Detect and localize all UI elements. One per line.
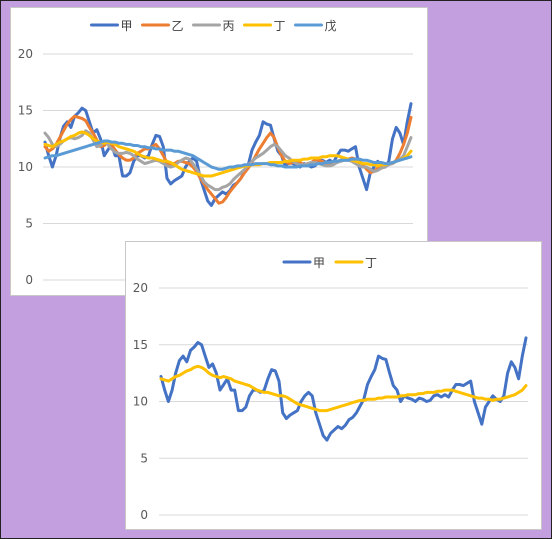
y-tick-label: 15	[133, 338, 148, 352]
chart-jia-ding: 0 5 10 15 20 甲 丁	[133, 256, 528, 522]
series-line-丁	[159, 364, 528, 413]
legend-label-乙: 乙	[172, 19, 184, 33]
series-line-戊	[43, 139, 413, 171]
legend-label-丁: 丁	[365, 256, 377, 270]
chart-panel-jia-ding: 0 5 10 15 20 甲 丁	[125, 241, 542, 530]
legend-label-甲: 甲	[313, 256, 325, 270]
chart-all-series: 05101520甲乙丙丁戊	[18, 19, 413, 287]
series-line-甲	[159, 336, 528, 442]
y-tick-label: 5	[140, 451, 148, 465]
legend-label-丙: 丙	[223, 19, 235, 33]
y-tick-label: 20	[18, 47, 33, 61]
y-tick-label: 10	[133, 395, 148, 409]
legend-label-丁: 丁	[274, 19, 286, 33]
legend-label-甲: 甲	[121, 19, 133, 33]
y-tick-label: 20	[133, 281, 148, 295]
y-tick-label: 0	[140, 508, 148, 522]
legend-label-戊: 戊	[325, 19, 337, 33]
y-tick-label: 15	[18, 104, 33, 118]
y-tick-label: 0	[25, 273, 33, 287]
y-tick-label: 10	[18, 160, 33, 174]
y-tick-label: 5	[25, 217, 33, 231]
series-line-甲	[43, 102, 413, 207]
